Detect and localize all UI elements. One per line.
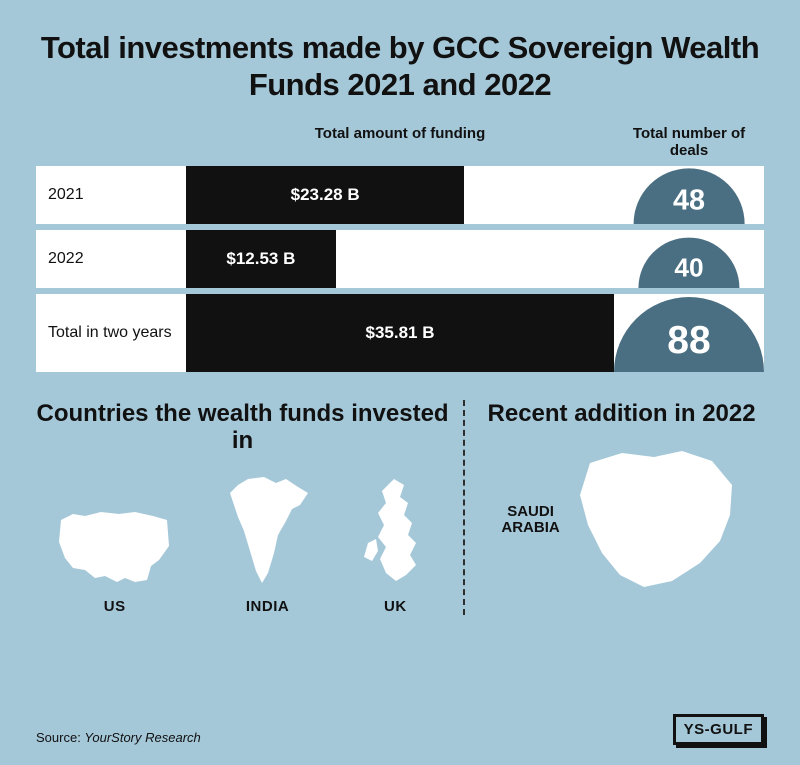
funding-value: $35.81 B [366, 323, 435, 343]
funding-bar: $35.81 B [186, 294, 614, 372]
map-label: INDIA [246, 598, 289, 615]
deals-bubble: 88 [614, 297, 764, 372]
table-row: Total in two years $35.81 B 88 [36, 294, 764, 372]
row-label: 2022 [36, 230, 186, 288]
funding-bar-cell: $35.81 B [186, 294, 614, 372]
header-deals: Total number of deals [614, 125, 764, 160]
header-funding: Total amount of funding [186, 125, 614, 160]
countries-invested: Countries the wealth funds invested in U… [36, 400, 463, 615]
countries-section: Countries the wealth funds invested in U… [36, 400, 764, 615]
table-row: 2021 $23.28 B 48 [36, 166, 764, 224]
recent-addition-title: Recent addition in 2022 [479, 400, 764, 428]
deals-bubble: 48 [634, 168, 745, 223]
map-uk: UK [360, 473, 430, 615]
deals-cell: 88 [614, 294, 764, 372]
funding-bar: $12.53 B [186, 230, 336, 288]
saudi-map-icon [572, 445, 742, 595]
us-map-icon [55, 498, 175, 588]
table-row: 2022 $12.53 B 40 [36, 230, 764, 288]
recent-addition: Recent addition in 2022 SAUDIARABIA [463, 400, 764, 615]
saudi-row: SAUDIARABIA [479, 445, 764, 595]
source-prefix: Source: [36, 730, 84, 745]
map-label: UK [384, 598, 407, 615]
funding-value: $23.28 B [291, 185, 360, 205]
funding-bar: $23.28 B [186, 166, 464, 224]
funding-value: $12.53 B [226, 249, 295, 269]
maps-row: US INDIA UK [36, 473, 449, 615]
uk-map-icon [360, 473, 430, 588]
header-spacer [36, 125, 186, 160]
deals-cell: 48 [614, 166, 764, 224]
funding-bar-cell: $12.53 B [186, 230, 614, 288]
deals-value: 40 [674, 252, 703, 283]
row-label: Total in two years [36, 294, 186, 372]
map-us: US [55, 498, 175, 615]
source-text: Source: YourStory Research [36, 730, 201, 745]
deals-bubble: 40 [638, 237, 739, 288]
brand-badge: YS-GULF [673, 714, 764, 745]
map-label: SAUDIARABIA [501, 504, 559, 537]
page-title: Total investments made by GCC Sovereign … [36, 30, 764, 103]
deals-value: 48 [673, 185, 705, 218]
map-label: US [104, 598, 126, 615]
countries-invested-title: Countries the wealth funds invested in [36, 400, 449, 455]
source-name: YourStory Research [84, 730, 200, 745]
infographic-root: Total investments made by GCC Sovereign … [0, 0, 800, 765]
table-headers: Total amount of funding Total number of … [36, 125, 764, 160]
map-india: INDIA [220, 473, 315, 615]
data-table: Total amount of funding Total number of … [36, 125, 764, 372]
deals-cell: 40 [614, 230, 764, 288]
funding-bar-cell: $23.28 B [186, 166, 614, 224]
india-map-icon [220, 473, 315, 588]
deals-value: 88 [667, 319, 710, 363]
row-label: 2021 [36, 166, 186, 224]
